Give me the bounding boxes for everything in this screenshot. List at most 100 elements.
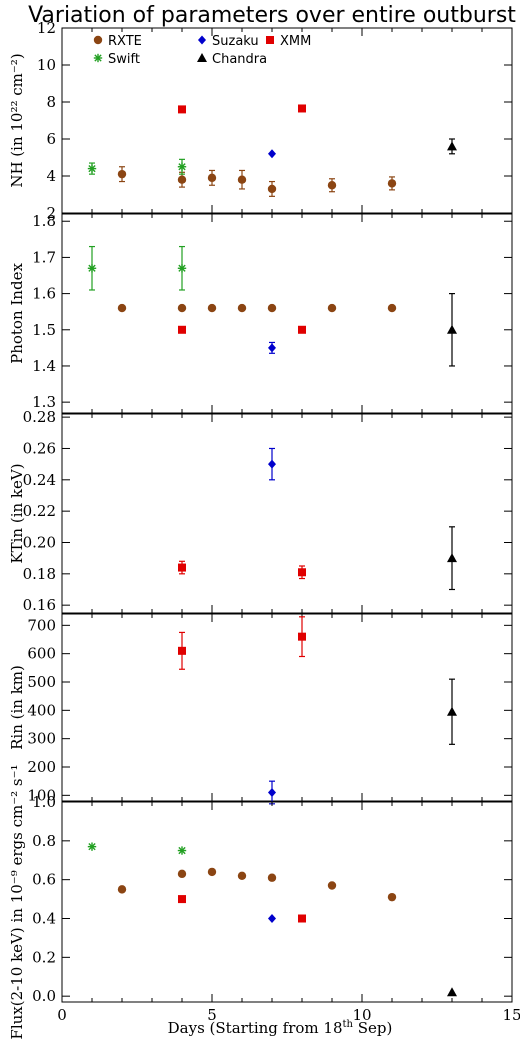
y-tick-label: 12	[37, 19, 56, 37]
data-point-swift-stroke	[178, 264, 186, 272]
y-tick-label: 1.8	[32, 212, 56, 230]
data-point-rxte	[117, 303, 127, 313]
data-point-rxte	[237, 175, 247, 184]
legend-marker	[198, 35, 206, 45]
y-tick-label: 2	[46, 204, 56, 222]
data-point-suzaku	[268, 914, 276, 924]
legend-marker-stroke	[94, 54, 102, 62]
legend-item-swift: Swift	[93, 52, 140, 67]
panel-rin: 100 200 300 400 500 600 700 Rin (in km)	[8, 613, 513, 805]
y-axis-label-nh: NH (in 10²² cm⁻²)	[8, 53, 26, 187]
data-point-suzaku	[268, 149, 276, 159]
data-point-xmm	[178, 895, 186, 904]
data-point-rxte	[327, 181, 337, 190]
data-point-xmm	[178, 105, 186, 114]
chart-title: Variation of parameters over entire outb…	[28, 3, 516, 28]
x-axis-label-sup: th	[343, 1019, 354, 1030]
y-tick-label: 0.24	[23, 471, 56, 489]
data-point-xmm	[298, 568, 306, 577]
data-point-xmm	[298, 325, 306, 334]
data-point-suzaku	[268, 459, 276, 469]
y-tick-label: 300	[27, 730, 56, 748]
legend-label: XMM	[280, 34, 311, 49]
y-tick-label: 0.22	[23, 502, 56, 520]
data-point-rxte	[177, 869, 187, 879]
data-point-rxte	[387, 179, 397, 188]
data-point-xmm	[178, 325, 186, 334]
data-point-chandra	[447, 553, 457, 563]
data-point-suzaku	[268, 788, 276, 797]
y-tick-label: 0.16	[23, 596, 56, 614]
data-point-rxte	[177, 303, 187, 313]
y-tick-label: 0.18	[23, 565, 56, 583]
data-point-swift	[177, 264, 187, 273]
legend-item-suzaku: Suzaku	[198, 34, 259, 49]
panel-frame-kt	[61, 413, 513, 614]
y-tick-label: 0.4	[32, 910, 56, 928]
data-point-suzaku	[268, 343, 276, 353]
y-tick-label: 0.0	[32, 987, 56, 1005]
data-point-swift	[87, 164, 97, 173]
panel-kt: 0.16 0.18 0.20 0.22 0.24 0.26 0.28 KTin (in keV…	[8, 408, 513, 614]
y-tick-label: 0.20	[23, 533, 56, 551]
data-point-rxte	[117, 169, 127, 179]
data-point-swift-stroke	[178, 163, 186, 171]
y-tick-label: 10	[37, 56, 56, 74]
y-tick-label: 1.7	[32, 248, 56, 266]
data-point-chandra	[447, 706, 457, 716]
legend-label: Suzaku	[212, 34, 259, 49]
panel-frame-nh	[61, 27, 513, 214]
legend-label: Swift	[108, 52, 140, 67]
data-point-swift	[177, 846, 187, 855]
data-point-rxte	[117, 885, 127, 894]
x-tick-label: 5	[207, 1006, 217, 1024]
y-tick-label: 0.28	[23, 408, 56, 426]
data-point-swift-stroke	[88, 164, 96, 173]
legend-marker	[93, 35, 103, 45]
data-point-xmm	[298, 632, 306, 641]
y-axis-label-flux: Flux(2-10 keV) in 10⁻⁹ ergs cm⁻² s⁻¹	[8, 764, 26, 1039]
data-point-chandra	[447, 987, 457, 997]
x-tick-label: 0	[57, 1006, 67, 1024]
y-tick-label: 0.8	[32, 832, 56, 850]
x-axis-label: Days (Starting from 18th Sep)	[168, 1019, 393, 1037]
data-point-chandra	[447, 324, 457, 334]
panel-nh: 2 4 6 8 10 12 NH (in 10²² cm⁻²)	[8, 19, 513, 222]
data-point-rxte	[387, 892, 397, 902]
data-point-swift-stroke	[88, 843, 96, 851]
y-tick-label: 1.3	[32, 393, 56, 411]
data-point-rxte	[177, 175, 187, 184]
y-tick-label: 0.2	[32, 948, 56, 966]
y-tick-label: 700	[27, 616, 56, 634]
y-tick-label: 0.26	[23, 439, 56, 457]
data-point-rxte	[207, 303, 217, 313]
data-point-rxte	[327, 303, 337, 313]
y-tick-label: 1.6	[32, 285, 56, 303]
x-axis-label-end: Sep)	[353, 1019, 392, 1037]
data-point-rxte	[267, 303, 277, 313]
data-point-rxte	[237, 871, 247, 880]
x-axis-label-text: Days (Starting from 18	[168, 1019, 343, 1037]
data-point-rxte	[237, 303, 247, 313]
panel-flux: 0.0 0.2 0.4 0.6 0.8 1.0 Flux(2-10 keV) in 10⁻⁹…	[8, 764, 513, 1040]
y-tick-label: 6	[46, 130, 56, 148]
legend-label: Chandra	[212, 52, 267, 67]
panel-frame-rin	[61, 613, 513, 802]
panels: 2 4 6 8 10 12 NH (in 10²² cm⁻²) 1.3 1.4 1.5 1.6 1.7…	[8, 19, 520, 1040]
data-point-rxte	[267, 184, 277, 194]
data-point-swift	[177, 162, 187, 171]
data-point-swift-stroke	[178, 846, 186, 855]
x-tick-label: 10	[352, 1006, 371, 1024]
data-point-swift	[87, 842, 97, 851]
y-tick-label: 1.4	[32, 357, 56, 375]
panel-frame-flux	[61, 801, 513, 1003]
data-point-xmm	[178, 563, 186, 572]
y-tick-label: 1.5	[32, 321, 56, 339]
data-point-swift-stroke	[88, 264, 96, 272]
y-axis-label-gamma: Photon Index	[8, 263, 26, 364]
y-axis-label-rin: Rin (in km)	[8, 665, 26, 750]
y-tick-label: 4	[46, 167, 56, 185]
legend-marker	[197, 53, 207, 62]
y-axis-label-kt: KTin (in keV)	[8, 463, 26, 563]
data-point-swift	[87, 264, 97, 273]
